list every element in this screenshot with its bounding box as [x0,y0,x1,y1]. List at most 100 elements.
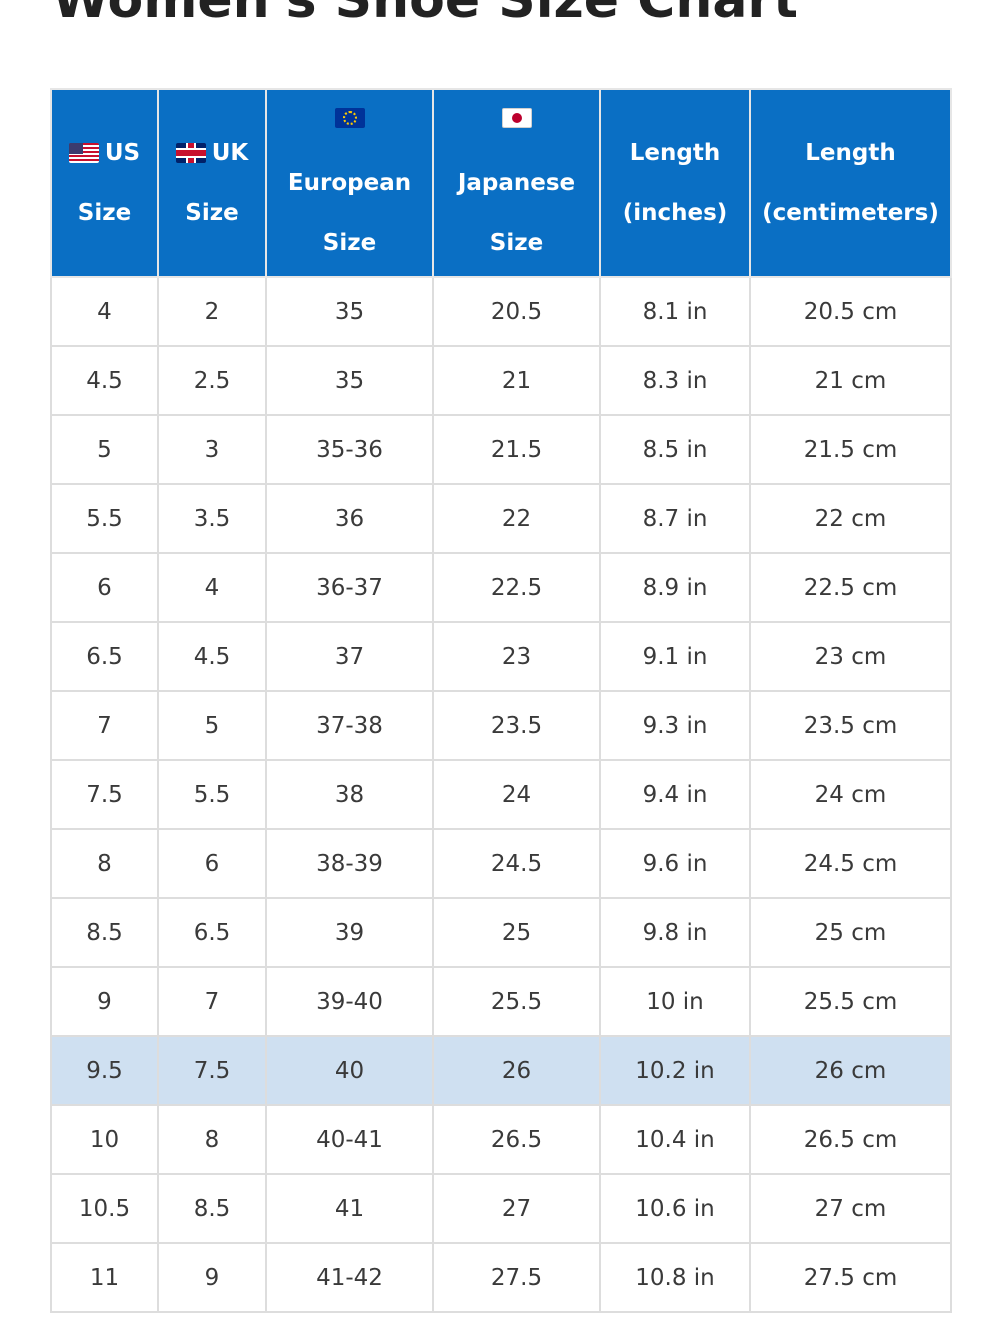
header-japanese-size: Japanese Size [432,88,601,278]
cell-uk-size: 6.5 [157,897,267,968]
header-label: Length [805,140,896,166]
cell-japanese-size: 26.5 [432,1104,601,1175]
cell-uk-size: 5.5 [157,759,267,830]
table-row: 9.5 7.5 40 26 10.2 in 26 cm [50,1035,952,1106]
cell-length-centimeters: 25.5 cm [749,966,952,1037]
cell-us-size: 5 [50,414,159,485]
table-row: 8 6 38-39 24.5 9.6 in 24.5 cm [50,828,952,899]
header-european-size: European Size [265,88,434,278]
cell-length-centimeters: 23 cm [749,621,952,692]
header-sublabel: Size [322,230,377,256]
cell-uk-size: 6 [157,828,267,899]
cell-us-size: 6 [50,552,159,623]
cell-length-inches: 9.4 in [599,759,751,830]
cell-us-size: 7.5 [50,759,159,830]
cell-length-centimeters: 27.5 cm [749,1242,952,1313]
cell-length-centimeters: 27 cm [749,1173,952,1244]
header-sublabel: Size [185,200,239,226]
table-row: 11 9 41-42 27.5 10.8 in 27.5 cm [50,1242,952,1313]
cell-us-size: 4.5 [50,345,159,416]
header-label: Japanese [457,170,576,196]
cell-us-size: 5.5 [50,483,159,554]
cell-european-size: 37-38 [265,690,434,761]
cell-us-size: 7 [50,690,159,761]
cell-japanese-size: 21 [432,345,601,416]
cell-uk-size: 7 [157,966,267,1037]
table-row: 10.5 8.5 41 27 10.6 in 27 cm [50,1173,952,1244]
cell-japanese-size: 27 [432,1173,601,1244]
cell-length-inches: 8.9 in [599,552,751,623]
cell-us-size: 6.5 [50,621,159,692]
header-length-centimeters: Length (centimeters) [749,88,952,278]
cell-length-inches: 8.5 in [599,414,751,485]
page-title: Women's Shoe Size Chart [52,0,798,30]
table-row: 5.5 3.5 36 22 8.7 in 22 cm [50,483,952,554]
header-sublabel: Size [489,230,544,256]
table-row: 8.5 6.5 39 25 9.8 in 25 cm [50,897,952,968]
cell-us-size: 8 [50,828,159,899]
cell-length-inches: 9.3 in [599,690,751,761]
cell-length-centimeters: 26 cm [749,1035,952,1106]
cell-uk-size: 5 [157,690,267,761]
cell-european-size: 35-36 [265,414,434,485]
cell-length-inches: 8.1 in [599,276,751,347]
header-sublabel: (centimeters) [762,200,939,226]
cell-us-size: 9 [50,966,159,1037]
cell-length-centimeters: 20.5 cm [749,276,952,347]
cell-european-size: 35 [265,276,434,347]
table-row: 6 4 36-37 22.5 8.9 in 22.5 cm [50,552,952,623]
japan-flag-icon [501,108,532,128]
cell-us-size: 10.5 [50,1173,159,1244]
header-us-size: US Size [50,88,159,278]
uk-flag-icon [175,143,206,163]
table-row: 9 7 39-40 25.5 10 in 25.5 cm [50,966,952,1037]
header-sublabel: Size [77,200,132,226]
header-label: European [287,170,412,196]
cell-japanese-size: 22.5 [432,552,601,623]
cell-length-inches: 10.2 in [599,1035,751,1106]
cell-european-size: 39-40 [265,966,434,1037]
cell-european-size: 41 [265,1173,434,1244]
table-row: 7.5 5.5 38 24 9.4 in 24 cm [50,759,952,830]
cell-length-centimeters: 22 cm [749,483,952,554]
cell-uk-size: 7.5 [157,1035,267,1106]
cell-japanese-size: 23 [432,621,601,692]
cell-length-inches: 10.6 in [599,1173,751,1244]
cell-length-centimeters: 24 cm [749,759,952,830]
cell-us-size: 4 [50,276,159,347]
cell-european-size: 36-37 [265,552,434,623]
cell-length-centimeters: 25 cm [749,897,952,968]
cell-uk-size: 3.5 [157,483,267,554]
cell-us-size: 10 [50,1104,159,1175]
cell-european-size: 36 [265,483,434,554]
cell-european-size: 41-42 [265,1242,434,1313]
header-label: US [104,140,141,166]
cell-length-centimeters: 23.5 cm [749,690,952,761]
cell-length-inches: 9.6 in [599,828,751,899]
cell-japanese-size: 23.5 [432,690,601,761]
cell-uk-size: 9 [157,1242,267,1313]
cell-length-inches: 9.1 in [599,621,751,692]
cell-length-inches: 8.7 in [599,483,751,554]
cell-european-size: 39 [265,897,434,968]
cell-us-size: 11 [50,1242,159,1313]
cell-european-size: 40-41 [265,1104,434,1175]
eu-flag-icon [334,108,365,128]
table-row: 4 2 35 20.5 8.1 in 20.5 cm [50,276,952,347]
cell-uk-size: 4.5 [157,621,267,692]
cell-length-inches: 10.8 in [599,1242,751,1313]
table-header-row: US Size UK Size European Size Japanese S… [50,88,952,278]
cell-japanese-size: 25.5 [432,966,601,1037]
cell-length-inches: 9.8 in [599,897,751,968]
cell-length-centimeters: 22.5 cm [749,552,952,623]
table-row: 6.5 4.5 37 23 9.1 in 23 cm [50,621,952,692]
us-flag-icon [68,143,99,163]
cell-japanese-size: 25 [432,897,601,968]
cell-us-size: 8.5 [50,897,159,968]
cell-european-size: 38 [265,759,434,830]
cell-japanese-size: 20.5 [432,276,601,347]
header-label: UK [211,140,249,166]
header-uk-size: UK Size [157,88,267,278]
cell-japanese-size: 21.5 [432,414,601,485]
table-body: 4 2 35 20.5 8.1 in 20.5 cm 4.5 2.5 35 21 8.3 in 21 … [50,276,952,1313]
